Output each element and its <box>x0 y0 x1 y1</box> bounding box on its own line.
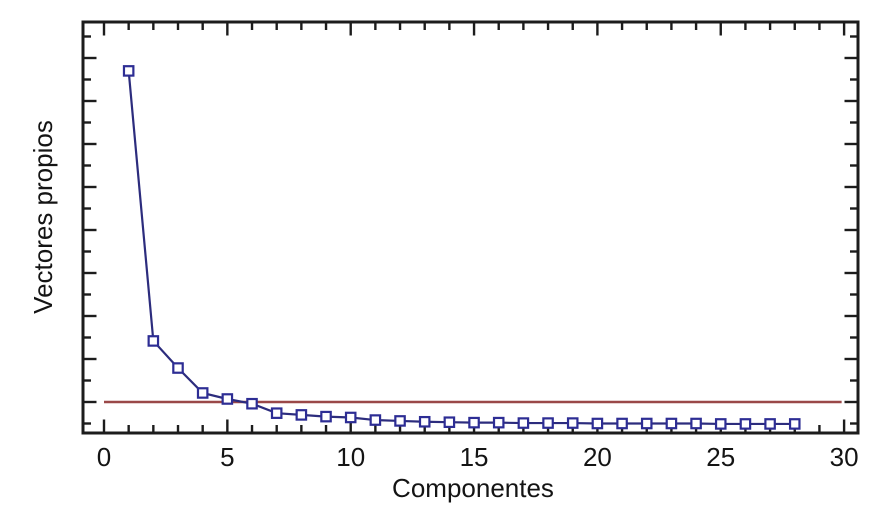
x-tick-label: 20 <box>583 442 612 472</box>
data-point-marker <box>468 416 480 429</box>
data-point-marker <box>616 417 628 430</box>
data-point-marker <box>122 65 135 77</box>
x-tick-label: 25 <box>706 442 735 472</box>
data-point-marker <box>764 418 776 430</box>
data-point-marker <box>270 407 283 419</box>
data-point-marker <box>665 417 678 430</box>
data-point-marker <box>172 362 184 374</box>
series-line <box>127 70 795 426</box>
data-point-marker <box>566 417 579 429</box>
x-tick-label: 0 <box>97 442 111 472</box>
data-point-marker <box>221 393 234 405</box>
data-point-marker <box>443 416 456 429</box>
data-point-marker <box>517 417 530 429</box>
x-tick-label: 15 <box>460 442 489 472</box>
data-point-marker <box>196 387 209 399</box>
data-point-marker <box>640 417 653 430</box>
x-tick-label: 30 <box>830 442 859 472</box>
plot-frame <box>81 20 860 435</box>
data-point-marker <box>788 418 801 430</box>
data-point-marker <box>739 418 752 430</box>
x-tick-label: 10 <box>336 442 365 472</box>
data-point-marker <box>295 409 308 421</box>
data-point-marker <box>369 414 382 426</box>
data-point-marker <box>591 417 604 430</box>
x-axis-label: Componentes <box>392 473 554 503</box>
y-axis-label: Vectores propios <box>28 120 58 314</box>
data-point-marker <box>320 410 332 423</box>
data-point-marker <box>394 415 406 427</box>
data-point-marker <box>344 411 357 424</box>
data-point-marker <box>418 415 431 428</box>
x-tick-label: 5 <box>220 442 234 472</box>
data-point-marker <box>542 417 554 429</box>
data-point-marker <box>492 416 505 429</box>
data-point-marker <box>246 397 258 410</box>
data-point-marker <box>714 418 727 430</box>
data-point-marker <box>147 335 160 347</box>
data-point-marker <box>690 417 702 430</box>
